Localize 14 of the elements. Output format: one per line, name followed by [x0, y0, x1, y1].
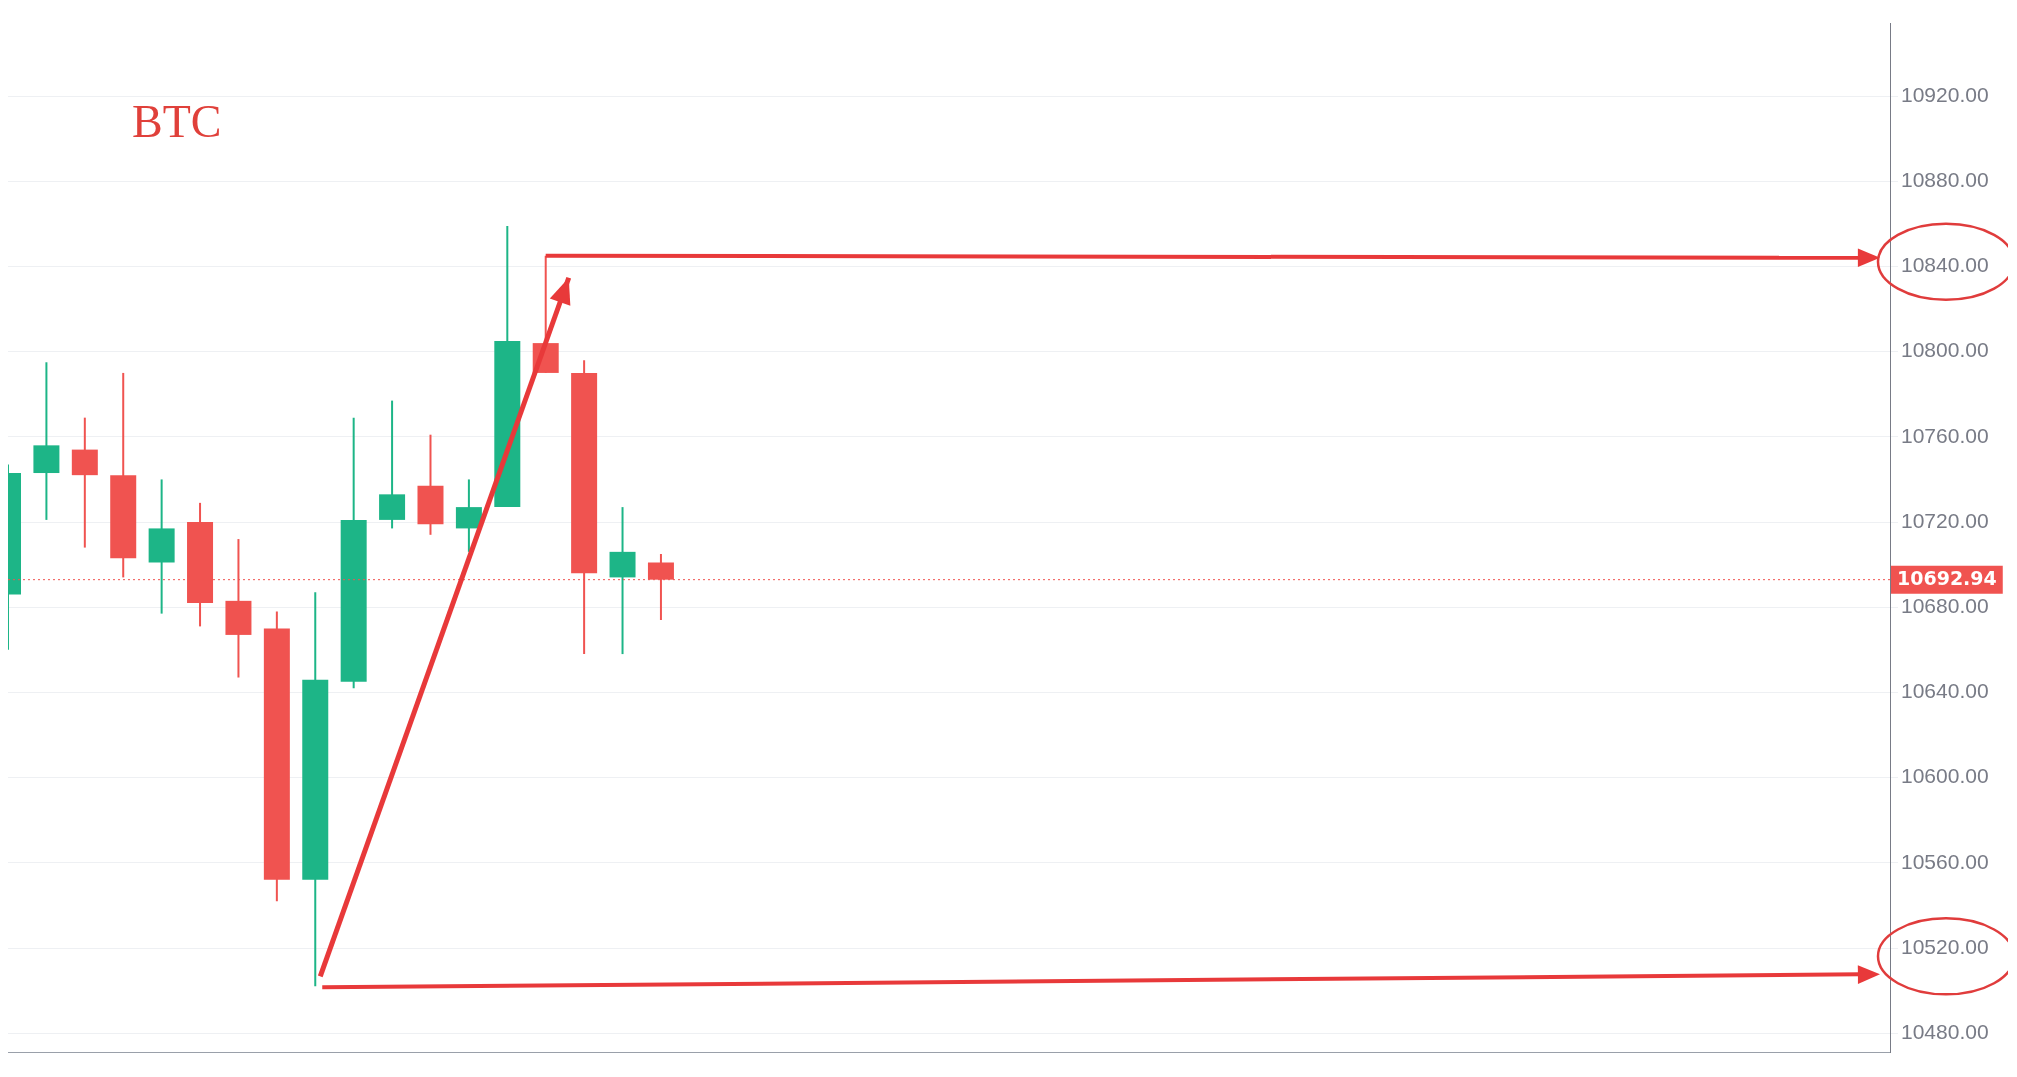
y-tick-label: 10760.00	[1901, 423, 1989, 447]
y-tick-label: 10880.00	[1901, 168, 1989, 192]
ref-line-label: 10692.94	[1897, 566, 1997, 589]
y-tick-label: 10720.00	[1901, 508, 1989, 532]
y-tick-label: 10560.00	[1901, 849, 1989, 873]
y-tick-label: 10600.00	[1901, 764, 1989, 788]
y-tick-label: 10840.00	[1901, 253, 1989, 277]
y-tick-label: 10800.00	[1901, 338, 1989, 362]
y-tick-label: 10480.00	[1901, 1020, 1989, 1044]
y-tick-label: 10920.00	[1901, 82, 1989, 106]
y-tick-label: 10640.00	[1901, 679, 1989, 703]
y-tick-label: 10520.00	[1901, 934, 1989, 958]
y-tick-label: 10680.00	[1901, 594, 1989, 618]
text: BTC	[132, 95, 222, 147]
